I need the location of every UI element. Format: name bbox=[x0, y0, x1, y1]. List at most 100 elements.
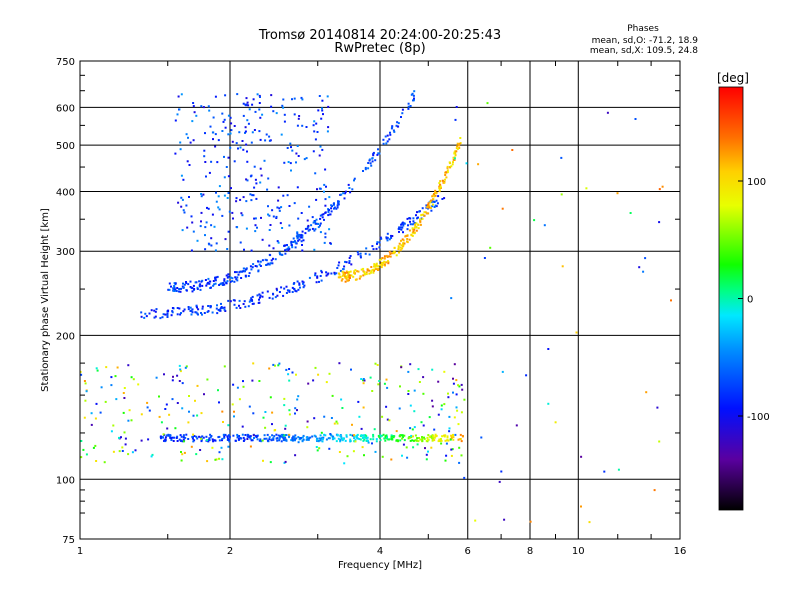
data-point bbox=[260, 174, 263, 177]
data-point bbox=[443, 403, 446, 406]
data-point bbox=[208, 280, 211, 283]
data-point bbox=[406, 234, 409, 237]
data-point bbox=[386, 239, 389, 242]
data-point bbox=[249, 299, 252, 302]
data-point bbox=[314, 138, 317, 141]
data-point bbox=[226, 197, 229, 199]
data-point bbox=[328, 228, 331, 231]
data-point bbox=[206, 282, 209, 285]
data-point bbox=[253, 217, 256, 220]
data-point bbox=[391, 252, 394, 255]
data-point bbox=[385, 405, 388, 408]
data-point bbox=[434, 433, 437, 436]
data-point bbox=[379, 236, 382, 239]
data-point bbox=[259, 294, 262, 297]
data-point bbox=[181, 382, 184, 385]
data-point bbox=[325, 438, 328, 441]
data-point bbox=[383, 260, 386, 263]
data-point bbox=[250, 268, 253, 271]
data-point bbox=[269, 254, 272, 257]
data-point bbox=[405, 446, 408, 449]
data-point bbox=[114, 375, 117, 378]
data-point bbox=[231, 403, 234, 406]
data-point bbox=[645, 391, 648, 394]
data-point bbox=[209, 433, 212, 436]
data-point bbox=[425, 458, 428, 461]
data-point bbox=[443, 197, 446, 200]
data-point bbox=[223, 365, 226, 368]
data-point bbox=[360, 427, 363, 430]
data-point bbox=[259, 265, 262, 267]
data-point bbox=[251, 379, 254, 382]
data-point bbox=[415, 214, 417, 217]
data-point bbox=[292, 241, 295, 243]
data-point bbox=[407, 107, 410, 110]
data-point bbox=[431, 405, 434, 408]
data-point bbox=[326, 130, 329, 133]
data-point bbox=[252, 302, 255, 305]
data-point bbox=[362, 439, 365, 442]
data-point bbox=[239, 146, 242, 149]
data-point bbox=[480, 436, 483, 439]
data-point bbox=[218, 208, 221, 211]
data-point bbox=[433, 436, 436, 439]
data-point bbox=[290, 240, 293, 243]
data-point bbox=[456, 145, 459, 148]
data-point bbox=[162, 433, 165, 436]
data-point bbox=[381, 264, 384, 267]
data-point bbox=[298, 235, 301, 238]
data-point bbox=[297, 436, 300, 439]
data-point bbox=[368, 253, 371, 256]
data-point bbox=[382, 138, 385, 141]
data-point bbox=[358, 415, 361, 418]
data-point bbox=[178, 380, 181, 382]
data-point bbox=[588, 521, 591, 524]
data-point bbox=[317, 226, 320, 229]
data-point bbox=[243, 248, 245, 251]
data-point bbox=[658, 221, 661, 224]
data-point bbox=[192, 414, 195, 417]
data-point bbox=[305, 157, 308, 160]
data-point bbox=[242, 267, 245, 270]
data-point bbox=[200, 105, 203, 108]
data-point bbox=[177, 95, 180, 98]
data-point bbox=[222, 282, 225, 285]
data-point bbox=[284, 424, 287, 427]
data-point bbox=[282, 439, 285, 442]
data-point bbox=[290, 169, 292, 172]
data-point bbox=[140, 413, 143, 416]
data-point bbox=[395, 439, 398, 442]
data-point bbox=[440, 408, 443, 411]
data-point bbox=[217, 206, 220, 209]
data-point bbox=[123, 431, 126, 434]
data-point bbox=[398, 230, 400, 233]
colorbar-tick-label: -100 bbox=[747, 412, 770, 423]
data-point bbox=[661, 185, 664, 188]
data-point bbox=[463, 398, 466, 401]
data-point bbox=[360, 434, 363, 437]
data-point bbox=[321, 436, 324, 439]
data-point bbox=[414, 222, 417, 224]
data-point bbox=[446, 165, 449, 168]
data-point bbox=[217, 309, 220, 311]
data-point bbox=[249, 435, 252, 438]
data-point bbox=[214, 133, 217, 136]
data-point bbox=[342, 273, 345, 276]
data-point bbox=[187, 283, 190, 286]
data-point bbox=[208, 437, 211, 440]
data-point bbox=[431, 203, 434, 206]
data-point bbox=[208, 439, 211, 442]
data-point bbox=[242, 114, 245, 117]
data-point bbox=[241, 214, 244, 217]
data-point bbox=[451, 448, 454, 451]
data-point bbox=[199, 436, 202, 439]
data-point bbox=[252, 194, 255, 197]
data-point bbox=[95, 402, 98, 405]
data-point bbox=[236, 226, 239, 229]
data-point bbox=[375, 262, 378, 265]
data-point bbox=[291, 291, 294, 293]
data-point bbox=[199, 285, 201, 288]
data-point bbox=[194, 281, 197, 284]
data-point bbox=[386, 418, 389, 421]
data-point bbox=[324, 232, 327, 235]
